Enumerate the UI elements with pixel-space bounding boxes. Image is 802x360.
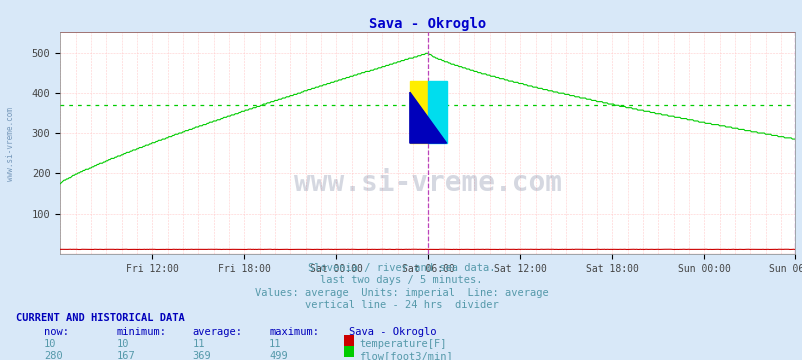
Text: 10: 10 bbox=[116, 339, 129, 349]
Text: 167: 167 bbox=[116, 351, 135, 360]
Text: minimum:: minimum: bbox=[116, 327, 166, 337]
Text: now:: now: bbox=[44, 327, 69, 337]
Title: Sava - Okroglo: Sava - Okroglo bbox=[368, 17, 486, 31]
Text: Slovenia / river and sea data.: Slovenia / river and sea data. bbox=[307, 263, 495, 273]
Polygon shape bbox=[409, 92, 446, 143]
Text: 499: 499 bbox=[269, 351, 287, 360]
Bar bbox=[409, 81, 427, 143]
Text: temperature[F]: temperature[F] bbox=[358, 339, 446, 349]
Text: maximum:: maximum: bbox=[269, 327, 318, 337]
Text: www.si-vreme.com: www.si-vreme.com bbox=[6, 107, 15, 181]
Text: 11: 11 bbox=[269, 339, 282, 349]
Text: flow[foot3/min]: flow[foot3/min] bbox=[358, 351, 452, 360]
Text: average:: average: bbox=[192, 327, 242, 337]
Text: 10: 10 bbox=[44, 339, 57, 349]
Text: Values: average  Units: imperial  Line: average: Values: average Units: imperial Line: av… bbox=[254, 288, 548, 298]
Text: 280: 280 bbox=[44, 351, 63, 360]
Text: vertical line - 24 hrs  divider: vertical line - 24 hrs divider bbox=[304, 300, 498, 310]
Text: 369: 369 bbox=[192, 351, 211, 360]
Text: last two days / 5 minutes.: last two days / 5 minutes. bbox=[320, 275, 482, 285]
Text: 11: 11 bbox=[192, 339, 205, 349]
Text: Sava - Okroglo: Sava - Okroglo bbox=[349, 327, 436, 337]
Text: www.si-vreme.com: www.si-vreme.com bbox=[294, 169, 561, 197]
Text: CURRENT AND HISTORICAL DATA: CURRENT AND HISTORICAL DATA bbox=[16, 313, 184, 323]
Bar bbox=[427, 81, 446, 143]
